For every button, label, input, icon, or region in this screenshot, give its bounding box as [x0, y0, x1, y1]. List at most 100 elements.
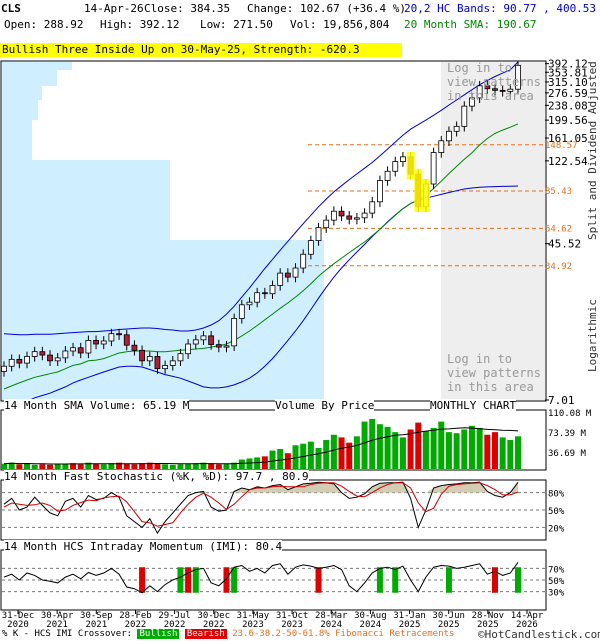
- volume-bar: [315, 447, 322, 469]
- volume-bar: [123, 463, 130, 469]
- legend-fibonacci: 23.6-38.2-50-61.8% Fibonacci Retracement…: [232, 629, 455, 639]
- volume-bar: [1, 463, 7, 469]
- volume-bar: [376, 424, 383, 469]
- candle-body: [377, 180, 383, 203]
- imi-level-label: 50%: [548, 577, 565, 587]
- candle-body: [139, 349, 145, 362]
- price-tick-label: 199.56: [548, 114, 588, 127]
- candle-body: [323, 219, 330, 229]
- volume-bar: [246, 458, 253, 469]
- vbp-bar: [2, 100, 38, 120]
- date-tick-label: 29-Jul: [158, 611, 191, 621]
- candle-body: [430, 152, 437, 185]
- candle-body: [438, 140, 445, 153]
- imi-crossover-marker: [185, 567, 192, 593]
- imi-line: [3, 562, 519, 594]
- volume-bar: [231, 462, 238, 469]
- candle-body: [338, 210, 345, 217]
- candle-body: [284, 272, 291, 278]
- stoch-d-line: [3, 482, 519, 527]
- pattern-banner: Bullish Three Inside Up on 30-May-25, St…: [0, 43, 402, 57]
- hc-bands: [3, 61, 519, 411]
- vbp-bar: [2, 240, 324, 400]
- candle-body: [476, 85, 483, 99]
- date-tick-year: 2022: [125, 620, 147, 630]
- candle-body: [392, 161, 399, 172]
- login-line: Log in to: [447, 61, 513, 75]
- price-tick-label: 276.59: [548, 87, 588, 100]
- volume-bar: [353, 436, 360, 469]
- stoch-level-label: 20%: [548, 524, 565, 534]
- price-tick-label: 392.12: [548, 58, 588, 71]
- ticker-symbol: CLS: [1, 2, 21, 15]
- volume-bar: [139, 463, 146, 469]
- candle-body: [300, 253, 307, 269]
- candle-body: [277, 272, 284, 286]
- hc-bands-label: 20,2 HC Bands: 90.77 , 400.53: [404, 2, 597, 15]
- volume-bar: [499, 437, 506, 469]
- login-line: Log in to: [447, 352, 513, 366]
- date-tick-year: 2020: [7, 620, 29, 630]
- lower-band-line: [3, 185, 519, 411]
- high-label: High: 392.12: [100, 18, 180, 31]
- volume-bar: [162, 464, 169, 469]
- candle-body: [369, 201, 376, 214]
- date-tick-year: 2023: [242, 620, 264, 630]
- candle-body: [131, 344, 138, 351]
- candle-body: [292, 267, 299, 278]
- low-label: Low: 271.50: [200, 18, 273, 31]
- fib-label: 85.43: [545, 187, 572, 197]
- candle-body: [515, 64, 521, 90]
- candle-body: [353, 217, 360, 220]
- fib-label: 148.57: [545, 141, 578, 151]
- login-prompt-top[interactable]: Log in to view patterns in this area: [447, 61, 541, 103]
- candle-body: [499, 89, 506, 92]
- date-tick-year: 2025: [399, 620, 421, 630]
- vbp-bar: [2, 86, 42, 100]
- candle-body: [154, 356, 161, 370]
- imi-crossover-marker: [515, 567, 521, 593]
- candle-body: [169, 360, 176, 366]
- candle-body: [1, 365, 7, 372]
- volume-bar: [338, 437, 345, 469]
- volume-bar: [453, 433, 460, 469]
- login-prompt-bottom[interactable]: Log in to view patterns in this area: [447, 352, 541, 394]
- volume-bar: [422, 431, 429, 469]
- volume-tick-label: 36.69 M: [548, 449, 587, 459]
- candle-body: [330, 210, 337, 221]
- volume-bar: [8, 462, 15, 469]
- pattern-highlight: [406, 151, 415, 180]
- candle-body: [384, 170, 391, 181]
- volume-bar: [77, 464, 84, 469]
- volume-tick-label: 110.08 M: [548, 409, 592, 419]
- copyright[interactable]: ©HotCandlestick.com: [478, 628, 600, 641]
- date-tick-label: 31-Dec: [2, 611, 35, 621]
- candle-body: [77, 347, 84, 354]
- date-tick-year: 2022: [164, 620, 186, 630]
- date-tick-year: 2025: [477, 620, 499, 630]
- login-line: view patterns: [447, 366, 541, 380]
- legend-prefix: % K - HCS IMI Crossover:: [2, 629, 133, 639]
- date-tick-year: 2025: [438, 620, 460, 630]
- vbp-bar: [2, 160, 170, 240]
- date-tick-year: 2024: [360, 620, 382, 630]
- candle-body: [8, 358, 15, 367]
- pattern-highlight: [421, 179, 430, 212]
- volume-bar: [369, 418, 376, 469]
- volume-bar: [261, 456, 268, 469]
- candle-body: [146, 356, 153, 362]
- candle-body: [70, 347, 76, 352]
- candle-body: [246, 301, 253, 306]
- candle-body: [123, 334, 130, 346]
- volume-tick-label: 73.39 M: [548, 429, 587, 439]
- volume-bar: [430, 427, 437, 469]
- pattern-area: [441, 62, 545, 400]
- candle-body: [446, 130, 452, 142]
- date-tick-label: 31-May: [237, 611, 270, 621]
- date-tick-label: 30-Apr: [41, 611, 74, 621]
- candle-body: [400, 156, 406, 162]
- imi-level-label: 30%: [548, 589, 565, 599]
- candle-body: [315, 227, 322, 242]
- volume-bar: [185, 463, 192, 469]
